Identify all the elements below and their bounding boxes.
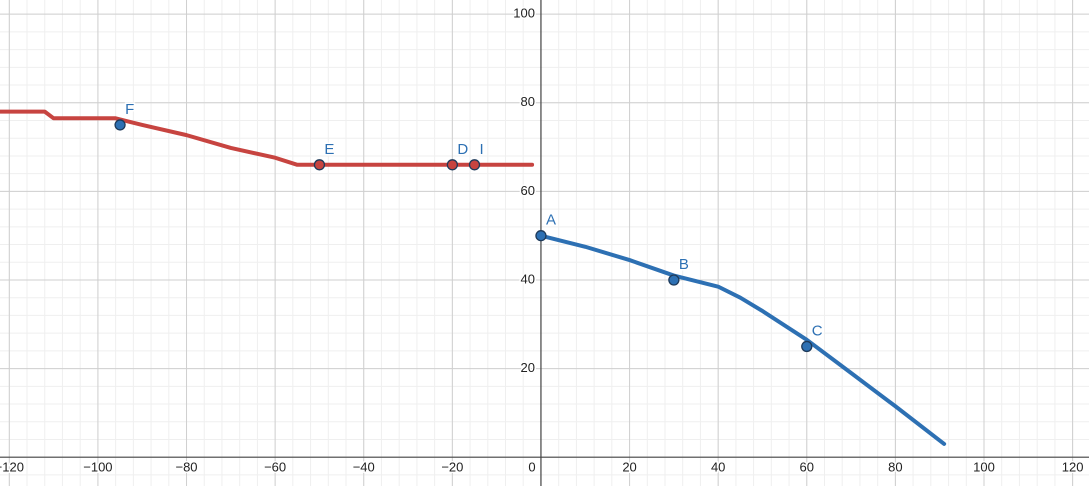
point-label: F (125, 101, 134, 118)
x-tick-label: 120 (1062, 460, 1084, 475)
x-tick-label: 20 (622, 460, 636, 475)
point-label: E (324, 141, 334, 158)
x-tick-label: −40 (353, 460, 375, 475)
x-tick-label: 40 (711, 460, 725, 475)
y-tick-label: 20 (520, 360, 534, 375)
x-tick-label: 60 (800, 460, 814, 475)
point-label: B (679, 256, 689, 273)
point (114, 119, 126, 131)
point (535, 230, 547, 242)
point (668, 274, 680, 286)
y-tick-label: 40 (520, 271, 534, 286)
x-tick-label: −20 (441, 460, 463, 475)
point (313, 159, 326, 171)
curve (0, 109, 535, 167)
point-label: C (812, 322, 823, 339)
y-tick-label: 60 (520, 183, 534, 198)
curve (538, 233, 947, 446)
y-tick-label: 100 (513, 6, 535, 21)
x-tick-label: 0 (528, 460, 535, 475)
x-tick-label: 80 (888, 460, 902, 475)
x-tick-label: 100 (973, 460, 995, 475)
point (446, 159, 458, 171)
point (468, 159, 481, 171)
x-tick-label: −120 (0, 460, 24, 475)
point-label: D (457, 141, 468, 158)
y-tick-label: 80 (520, 94, 534, 109)
x-tick-label: −60 (264, 460, 286, 475)
x-tick-label: −100 (83, 460, 112, 475)
point-label: I (479, 141, 483, 158)
x-tick-label: −80 (175, 460, 197, 475)
point (801, 340, 813, 353)
point-label: A (546, 212, 556, 229)
